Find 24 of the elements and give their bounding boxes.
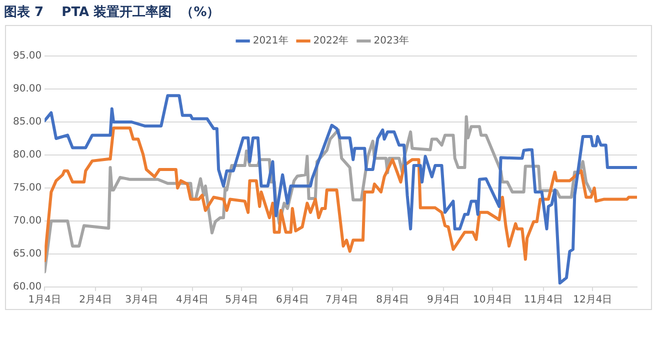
legend-label: 2021年	[252, 34, 288, 47]
y-tick-label: 90.00	[12, 84, 42, 95]
y-tick-label: 95.00	[12, 50, 42, 62]
x-tick-label: 6月4日	[276, 294, 309, 306]
y-tick-label: 85.00	[12, 116, 42, 128]
x-tick-label: 8月4日	[376, 294, 409, 306]
x-tick-label: 11月4日	[524, 294, 564, 306]
x-tick-label: 5月4日	[225, 294, 258, 306]
y-tick-label: 75.00	[12, 182, 42, 194]
x-tick-label: 4月4日	[176, 294, 209, 306]
x-tick-label: 1月4日	[28, 294, 61, 306]
y-tick-label: 60.00	[12, 282, 42, 293]
y-tick-label: 65.00	[12, 248, 42, 260]
y-tick-label: 70.00	[12, 216, 42, 227]
x-tick-label: 10月4日	[473, 294, 512, 306]
legend-label: 2022年	[313, 34, 349, 47]
legend-label: 2023年	[374, 34, 410, 47]
x-tick-label: 3月4日	[125, 294, 158, 306]
chart-title: 图表 7 PTA 装置开工率图 （%）	[4, 4, 220, 21]
x-tick-label: 9月4日	[427, 294, 460, 306]
x-tick-label: 7月4日	[325, 294, 358, 306]
x-tick-label: 12月4日	[573, 294, 612, 306]
x-tick-label: 2月4日	[79, 294, 112, 306]
y-tick-label: 80.00	[12, 150, 42, 161]
